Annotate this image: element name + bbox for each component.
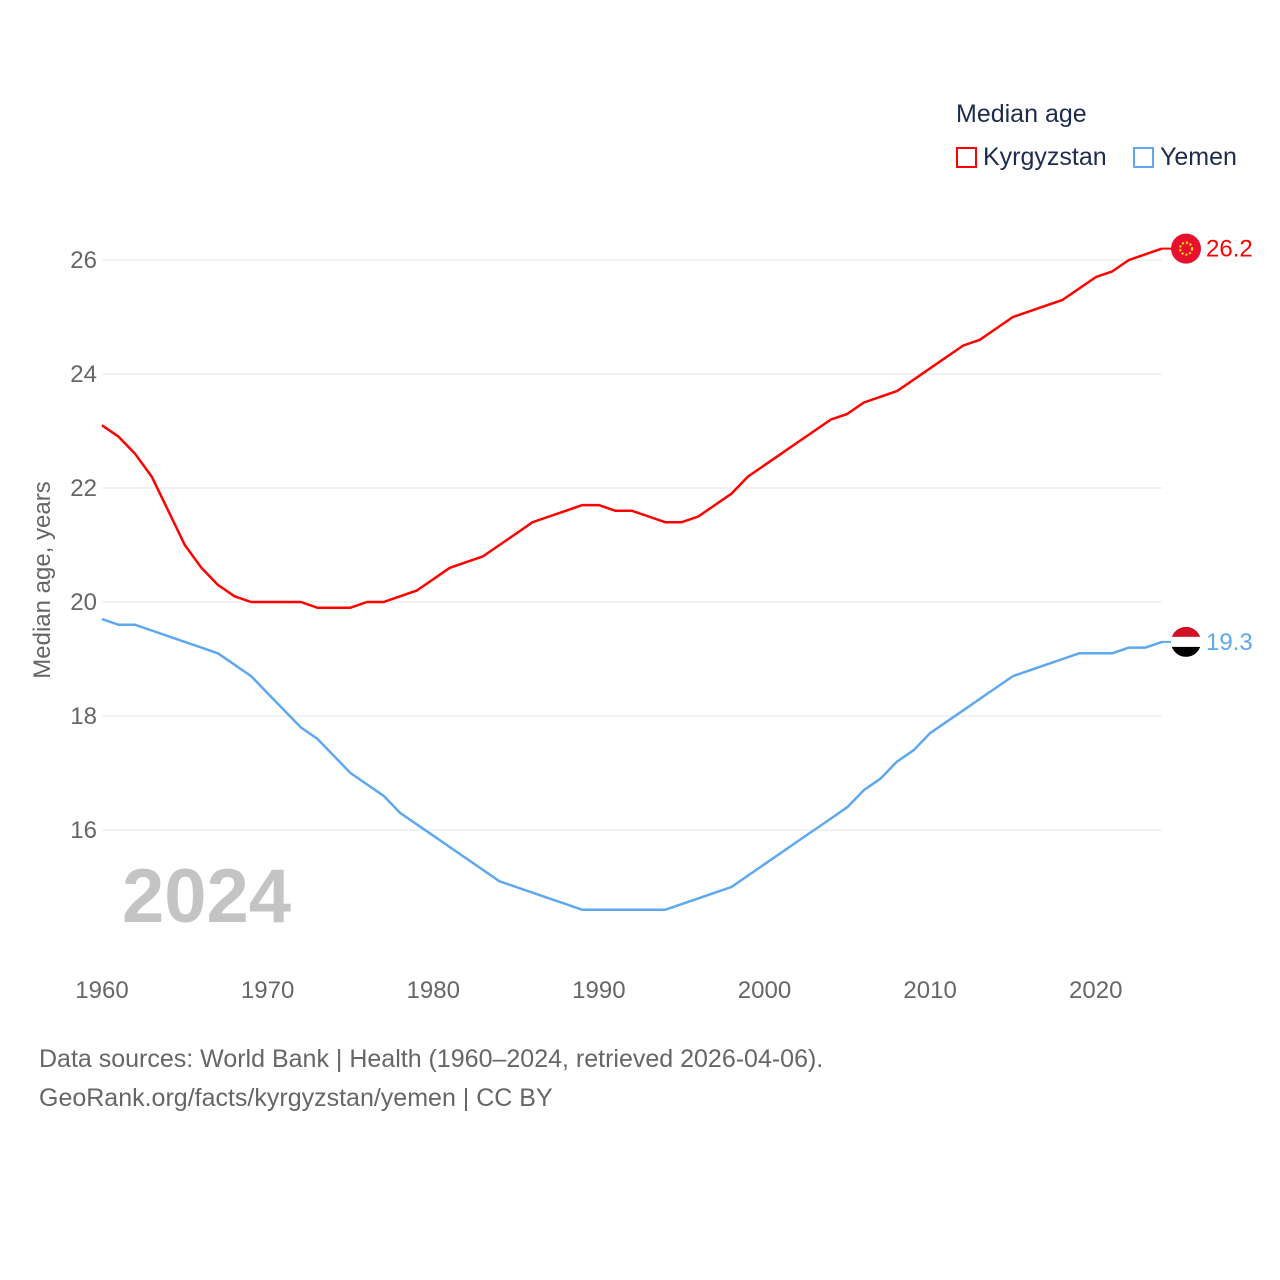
footer-sources: Data sources: World Bank | Health (1960–… [39, 1045, 824, 1073]
legend-item-kyrgyzstan[interactable]: Kyrgyzstan [956, 143, 1107, 172]
end-value-label: 19.3 [1206, 629, 1253, 656]
legend-swatch-yemen [1133, 147, 1154, 168]
x-axis-ticks: 1960 1970 1980 1990 2000 2010 2020 [75, 977, 1122, 1004]
y-tick-label: 26 [70, 247, 97, 274]
yemen-flag-icon [1171, 626, 1201, 637]
footer-link[interactable]: GeoRank.org/facts/kyrgyzstan/yemen | CC … [39, 1084, 553, 1112]
flag-sun-icon [1179, 241, 1193, 256]
x-tick-label: 1990 [572, 977, 625, 1004]
y-axis-label: Median age, years [29, 481, 56, 678]
kyrgyzstan-flag-icon [1171, 233, 1201, 264]
x-tick-label: 2020 [1069, 977, 1122, 1004]
yemen-flag-white-band [1171, 636, 1201, 647]
legend-swatch-kyrgyzstan [956, 147, 977, 168]
yemen-flag-black-band [1171, 646, 1201, 657]
y-tick-label: 18 [70, 703, 97, 730]
gridlines [102, 259, 1162, 831]
y-tick-label: 20 [70, 589, 97, 616]
legend-item-yemen[interactable]: Yemen [1133, 143, 1237, 172]
x-tick-label: 1980 [407, 977, 460, 1004]
x-tick-label: 2000 [738, 977, 791, 1004]
series-lines [101, 247, 1163, 912]
legend-label: Kyrgyzstan [983, 143, 1107, 171]
series-line-yemen [101, 617, 1163, 912]
x-tick-label: 2010 [903, 977, 956, 1004]
year-watermark: 2024 [122, 854, 291, 939]
series-line-kyrgyzstan [101, 247, 1163, 609]
end-value-label: 26.2 [1206, 236, 1253, 263]
y-tick-label: 24 [70, 361, 97, 388]
end-markers: 26.2 19.3 [1162, 233, 1253, 657]
x-tick-label: 1970 [241, 977, 294, 1004]
legend-label: Yemen [1160, 143, 1237, 171]
y-axis-ticks: 16 18 20 22 24 26 [70, 247, 97, 844]
y-tick-label: 22 [70, 475, 97, 502]
x-tick-label: 1960 [75, 977, 128, 1004]
legend-title: Median age [956, 100, 1087, 128]
y-tick-label: 16 [70, 817, 97, 844]
